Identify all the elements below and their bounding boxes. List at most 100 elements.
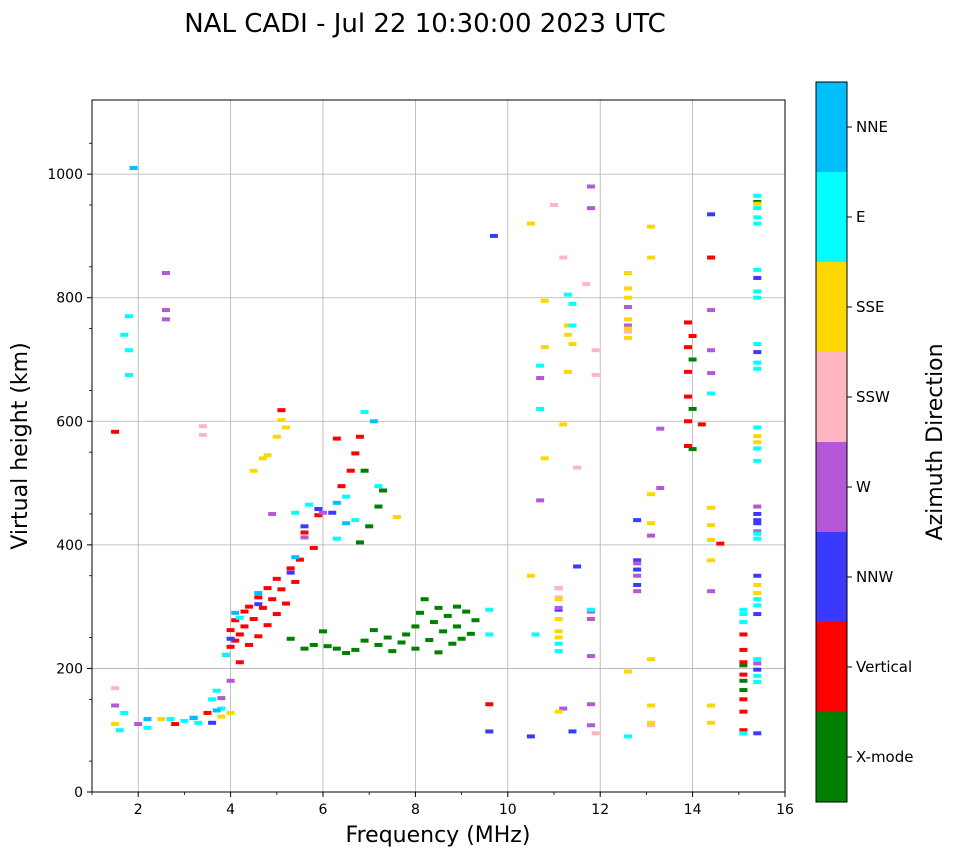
data-point — [582, 282, 591, 287]
data-point — [753, 680, 762, 685]
data-point — [683, 320, 692, 325]
data-point — [753, 591, 762, 596]
data-point — [753, 206, 762, 211]
data-point — [309, 545, 318, 550]
data-point — [559, 706, 568, 711]
data-point — [753, 657, 762, 662]
data-point — [753, 521, 762, 526]
data-point — [623, 734, 632, 739]
axes: 2 4 6 8 10 12 14 16 0 200 400 600 800 1000 — [47, 142, 794, 818]
data-point — [355, 434, 364, 439]
data-point — [235, 615, 244, 620]
data-point — [573, 564, 582, 569]
data-point — [753, 221, 762, 226]
data-point — [166, 717, 175, 722]
x-tick-label: 4 — [226, 802, 235, 818]
colorbar-tick-label: Vertical — [856, 658, 912, 676]
colorbar-label: Azimuth Direction — [923, 343, 948, 540]
data-point — [245, 604, 254, 609]
data-point — [526, 734, 535, 739]
data-point — [586, 654, 595, 659]
data-point — [332, 646, 341, 651]
data-point — [452, 624, 461, 629]
data-point — [208, 720, 217, 725]
data-point — [462, 609, 471, 614]
data-point — [563, 332, 572, 337]
data-point — [212, 708, 221, 713]
data-point — [647, 723, 656, 728]
data-point — [586, 607, 595, 612]
data-point — [351, 647, 360, 652]
data-point — [231, 618, 240, 623]
colorbar-segment — [816, 622, 847, 712]
data-point — [295, 557, 304, 562]
data-point — [623, 335, 632, 340]
data-point — [591, 348, 600, 353]
data-point — [753, 597, 762, 602]
data-point — [434, 605, 443, 610]
data-point — [429, 620, 438, 625]
x-tick-label: 6 — [319, 802, 328, 818]
data-point — [540, 456, 549, 461]
data-point — [263, 623, 272, 628]
data-point — [379, 488, 388, 493]
data-point — [591, 731, 600, 736]
data-point — [245, 642, 254, 647]
x-tick-label: 2 — [134, 802, 143, 818]
data-point — [683, 394, 692, 399]
data-point — [683, 369, 692, 374]
x-tick-label: 14 — [684, 802, 702, 818]
data-point — [300, 524, 309, 529]
data-point — [647, 255, 656, 260]
data-point — [319, 629, 327, 634]
data-point — [212, 688, 221, 693]
data-point — [554, 586, 563, 591]
data-point — [753, 342, 762, 347]
colorbar-segment — [816, 532, 847, 622]
data-point — [633, 558, 642, 563]
data-point — [753, 531, 762, 536]
data-point — [688, 406, 697, 411]
data-point — [217, 706, 226, 711]
data-point — [707, 523, 716, 528]
data-point — [707, 505, 716, 510]
data-point — [656, 426, 665, 431]
data-point — [554, 617, 563, 621]
colorbar-segment — [816, 172, 847, 262]
data-point — [249, 617, 258, 621]
data-point — [226, 636, 235, 641]
data-point — [554, 605, 563, 610]
data-point — [753, 360, 762, 365]
data-point — [231, 610, 240, 615]
data-point — [124, 372, 133, 377]
data-point — [559, 422, 568, 427]
data-point — [716, 541, 725, 546]
data-point — [586, 184, 595, 189]
x-axis-label: Frequency (MHz) — [346, 823, 531, 848]
y-tick-label: 0 — [74, 785, 83, 801]
data-point — [688, 334, 697, 339]
data-point — [753, 518, 762, 523]
data-point — [591, 372, 600, 377]
data-point — [309, 642, 318, 647]
data-point — [739, 731, 748, 736]
data-point — [568, 729, 577, 734]
data-point — [633, 561, 642, 566]
data-point — [753, 661, 762, 666]
data-point — [161, 271, 170, 275]
data-point — [111, 429, 120, 434]
y-tick-label: 1000 — [47, 167, 83, 183]
y-axis-label: Virtual height (km) — [8, 342, 33, 549]
data-point — [707, 558, 716, 563]
data-point — [647, 521, 656, 526]
data-point — [300, 535, 309, 540]
data-point — [226, 644, 235, 649]
data-point — [550, 203, 558, 208]
data-point — [240, 609, 249, 614]
data-point — [536, 376, 545, 381]
data-point — [707, 212, 716, 217]
data-point — [485, 702, 494, 707]
data-point — [683, 444, 692, 448]
data-point — [707, 308, 716, 313]
data-point — [342, 494, 351, 499]
